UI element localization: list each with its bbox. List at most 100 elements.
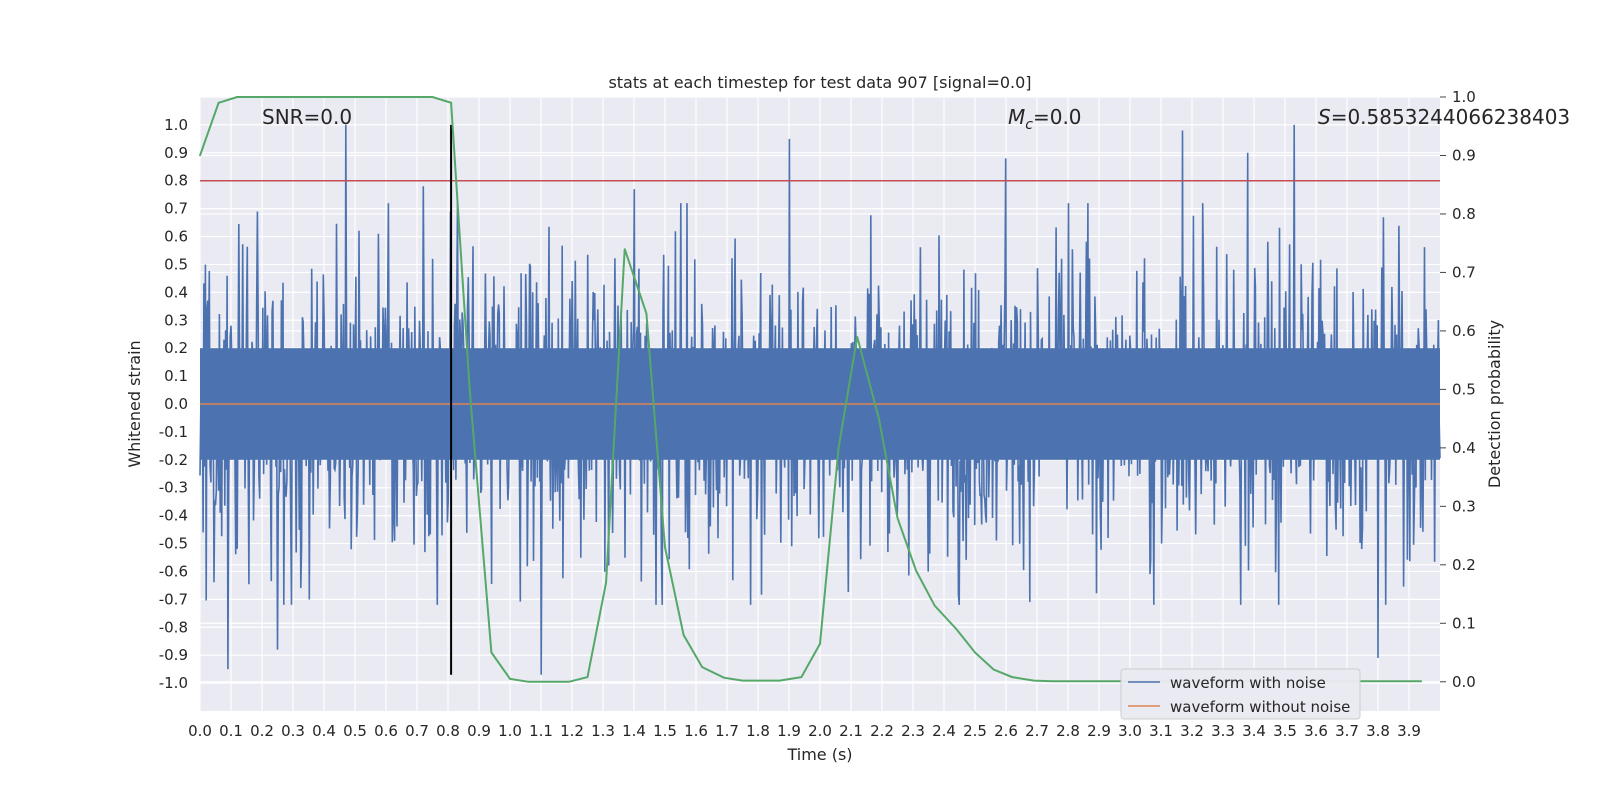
detection-probability-point — [1011, 676, 1013, 678]
detection-probability-point — [372, 96, 375, 98]
x-tick-label: 0.3 — [281, 722, 305, 740]
detection-probability-point — [217, 102, 220, 104]
detection-probability-point — [391, 96, 394, 98]
detection-probability-point — [313, 96, 316, 98]
detection-probability-point — [623, 248, 626, 250]
y2-tick-label: 0.0 — [1452, 673, 1476, 691]
x-tick-label: 3.0 — [1118, 722, 1142, 740]
x-tick-label: 1.4 — [622, 722, 646, 740]
y2-tick-label: 0.7 — [1452, 263, 1476, 281]
detection-probability-point — [664, 546, 666, 549]
detection-probability-point — [682, 634, 685, 636]
detection-probability-point — [568, 681, 570, 683]
mc-value: =0.0 — [1033, 105, 1082, 129]
x-tick-label: 3.4 — [1242, 722, 1266, 740]
x-tick-label: 0.7 — [405, 722, 429, 740]
x-tick-label: 1.9 — [777, 722, 801, 740]
detection-probability-point — [819, 643, 821, 645]
detection-probability-point — [645, 312, 648, 315]
x-tick-label: 0.8 — [436, 722, 460, 740]
y-tick-label: 0.1 — [164, 367, 188, 385]
x-axis-label: Time (s) — [786, 745, 852, 764]
detection-probability-point — [800, 676, 803, 678]
y-tick-label: 0.2 — [164, 339, 188, 357]
x-tick-label: 3.7 — [1335, 722, 1359, 740]
detection-probability-point — [335, 96, 338, 98]
y-tick-label: 0.6 — [164, 228, 188, 246]
x-tick-label: 0.9 — [467, 722, 491, 740]
legend-box — [1120, 668, 1361, 720]
x-tick-label: 3.3 — [1211, 722, 1235, 740]
detection-probability-point — [1070, 680, 1072, 682]
detection-probability-point — [723, 676, 725, 679]
x-tick-label: 3.5 — [1273, 722, 1297, 740]
x-tick-label: 2.1 — [839, 722, 863, 740]
y-tick-label: 1.0 — [164, 116, 188, 134]
detection-probability-point — [450, 102, 452, 104]
mc-symbol: M — [1008, 105, 1025, 129]
x-tick-label: 2.3 — [901, 722, 925, 740]
x-tick-label: 1.8 — [746, 722, 770, 740]
x-tick-label: 3.1 — [1149, 722, 1173, 740]
detection-probability-point — [276, 96, 279, 98]
detection-probability-point — [527, 681, 530, 683]
detection-probability-point — [413, 96, 415, 98]
x-tick-label: 1.3 — [591, 722, 615, 740]
y-tick-label: -0.8 — [159, 618, 188, 636]
y-tick-label: 0.8 — [164, 172, 188, 190]
y-tick-label: -1.0 — [159, 674, 188, 692]
y-tick-label: -0.2 — [159, 451, 188, 469]
y2-tick-label: 0.5 — [1452, 380, 1476, 398]
detection-probability-point — [605, 581, 607, 584]
detection-probability-point — [199, 154, 201, 157]
axes: 1.0 0.9 0.8 0.7 0.6 0.5 0.4 0.3 0.2 0.1 0.0 -0.1 -0.… — [159, 88, 1476, 740]
detection-probability-point — [933, 604, 936, 607]
x-tick-label: 1.5 — [653, 722, 677, 740]
x-tick-label: 3.8 — [1366, 722, 1390, 740]
y-tick-label: 0.9 — [164, 144, 188, 162]
detection-probability-point — [354, 96, 356, 98]
s-symbol: S — [1318, 105, 1331, 129]
y-tick-label: 0.4 — [164, 283, 188, 301]
mc-annotation: Mc=0.0 — [1008, 105, 1082, 133]
detection-probability-point — [468, 388, 471, 391]
detection-probability-point — [490, 651, 493, 654]
y-tick-label: 0.7 — [164, 200, 188, 218]
detection-probability-point — [896, 517, 899, 519]
y-tick-label: -0.1 — [159, 423, 188, 441]
s-annotation: S=0.5853244066238403 — [1318, 105, 1570, 129]
x-tick-label: 1.6 — [684, 722, 708, 740]
detection-probability-point — [701, 666, 703, 668]
x-tick-label: 3.2 — [1180, 722, 1204, 740]
x-tick-label: 1.2 — [560, 722, 584, 740]
detection-probability-point — [915, 569, 917, 572]
y2-tick-label: 0.9 — [1452, 146, 1476, 164]
detection-probability-point — [1380, 680, 1382, 682]
x-tick-label: 1.1 — [529, 722, 553, 740]
detection-probability-point — [295, 96, 297, 98]
x-tick-label: 0.6 — [374, 722, 398, 740]
y2-tick-label: 0.4 — [1452, 439, 1476, 457]
detection-probability-point — [1088, 680, 1091, 682]
detection-probability-point — [955, 628, 958, 630]
detection-probability-point — [1420, 680, 1423, 682]
detection-probability-point — [878, 417, 880, 420]
y-tick-label: -0.4 — [159, 507, 188, 525]
x-tick-label: 0.4 — [312, 722, 336, 740]
y-tick-label: -0.6 — [159, 562, 188, 580]
x-tick-label: 1.7 — [715, 722, 739, 740]
legend-clean-label: waveform without noise — [1170, 698, 1350, 716]
chart-title: stats at each timestep for test data 907… — [608, 73, 1031, 92]
detection-probability-point — [992, 668, 995, 671]
detection-probability-point — [1051, 680, 1054, 682]
x-tick-label: 2.0 — [808, 722, 832, 740]
x-tick-label: 2.6 — [994, 722, 1018, 740]
x-tick-label: 0.5 — [343, 722, 367, 740]
x-tick-label: 2.5 — [963, 722, 987, 740]
detection-probability-point — [856, 336, 858, 338]
detection-probability-point — [1361, 680, 1364, 682]
y-tick-label: 0.3 — [164, 311, 188, 329]
y2-tick-label: 0.8 — [1452, 205, 1476, 223]
x-tick-label: 1.0 — [498, 722, 522, 740]
